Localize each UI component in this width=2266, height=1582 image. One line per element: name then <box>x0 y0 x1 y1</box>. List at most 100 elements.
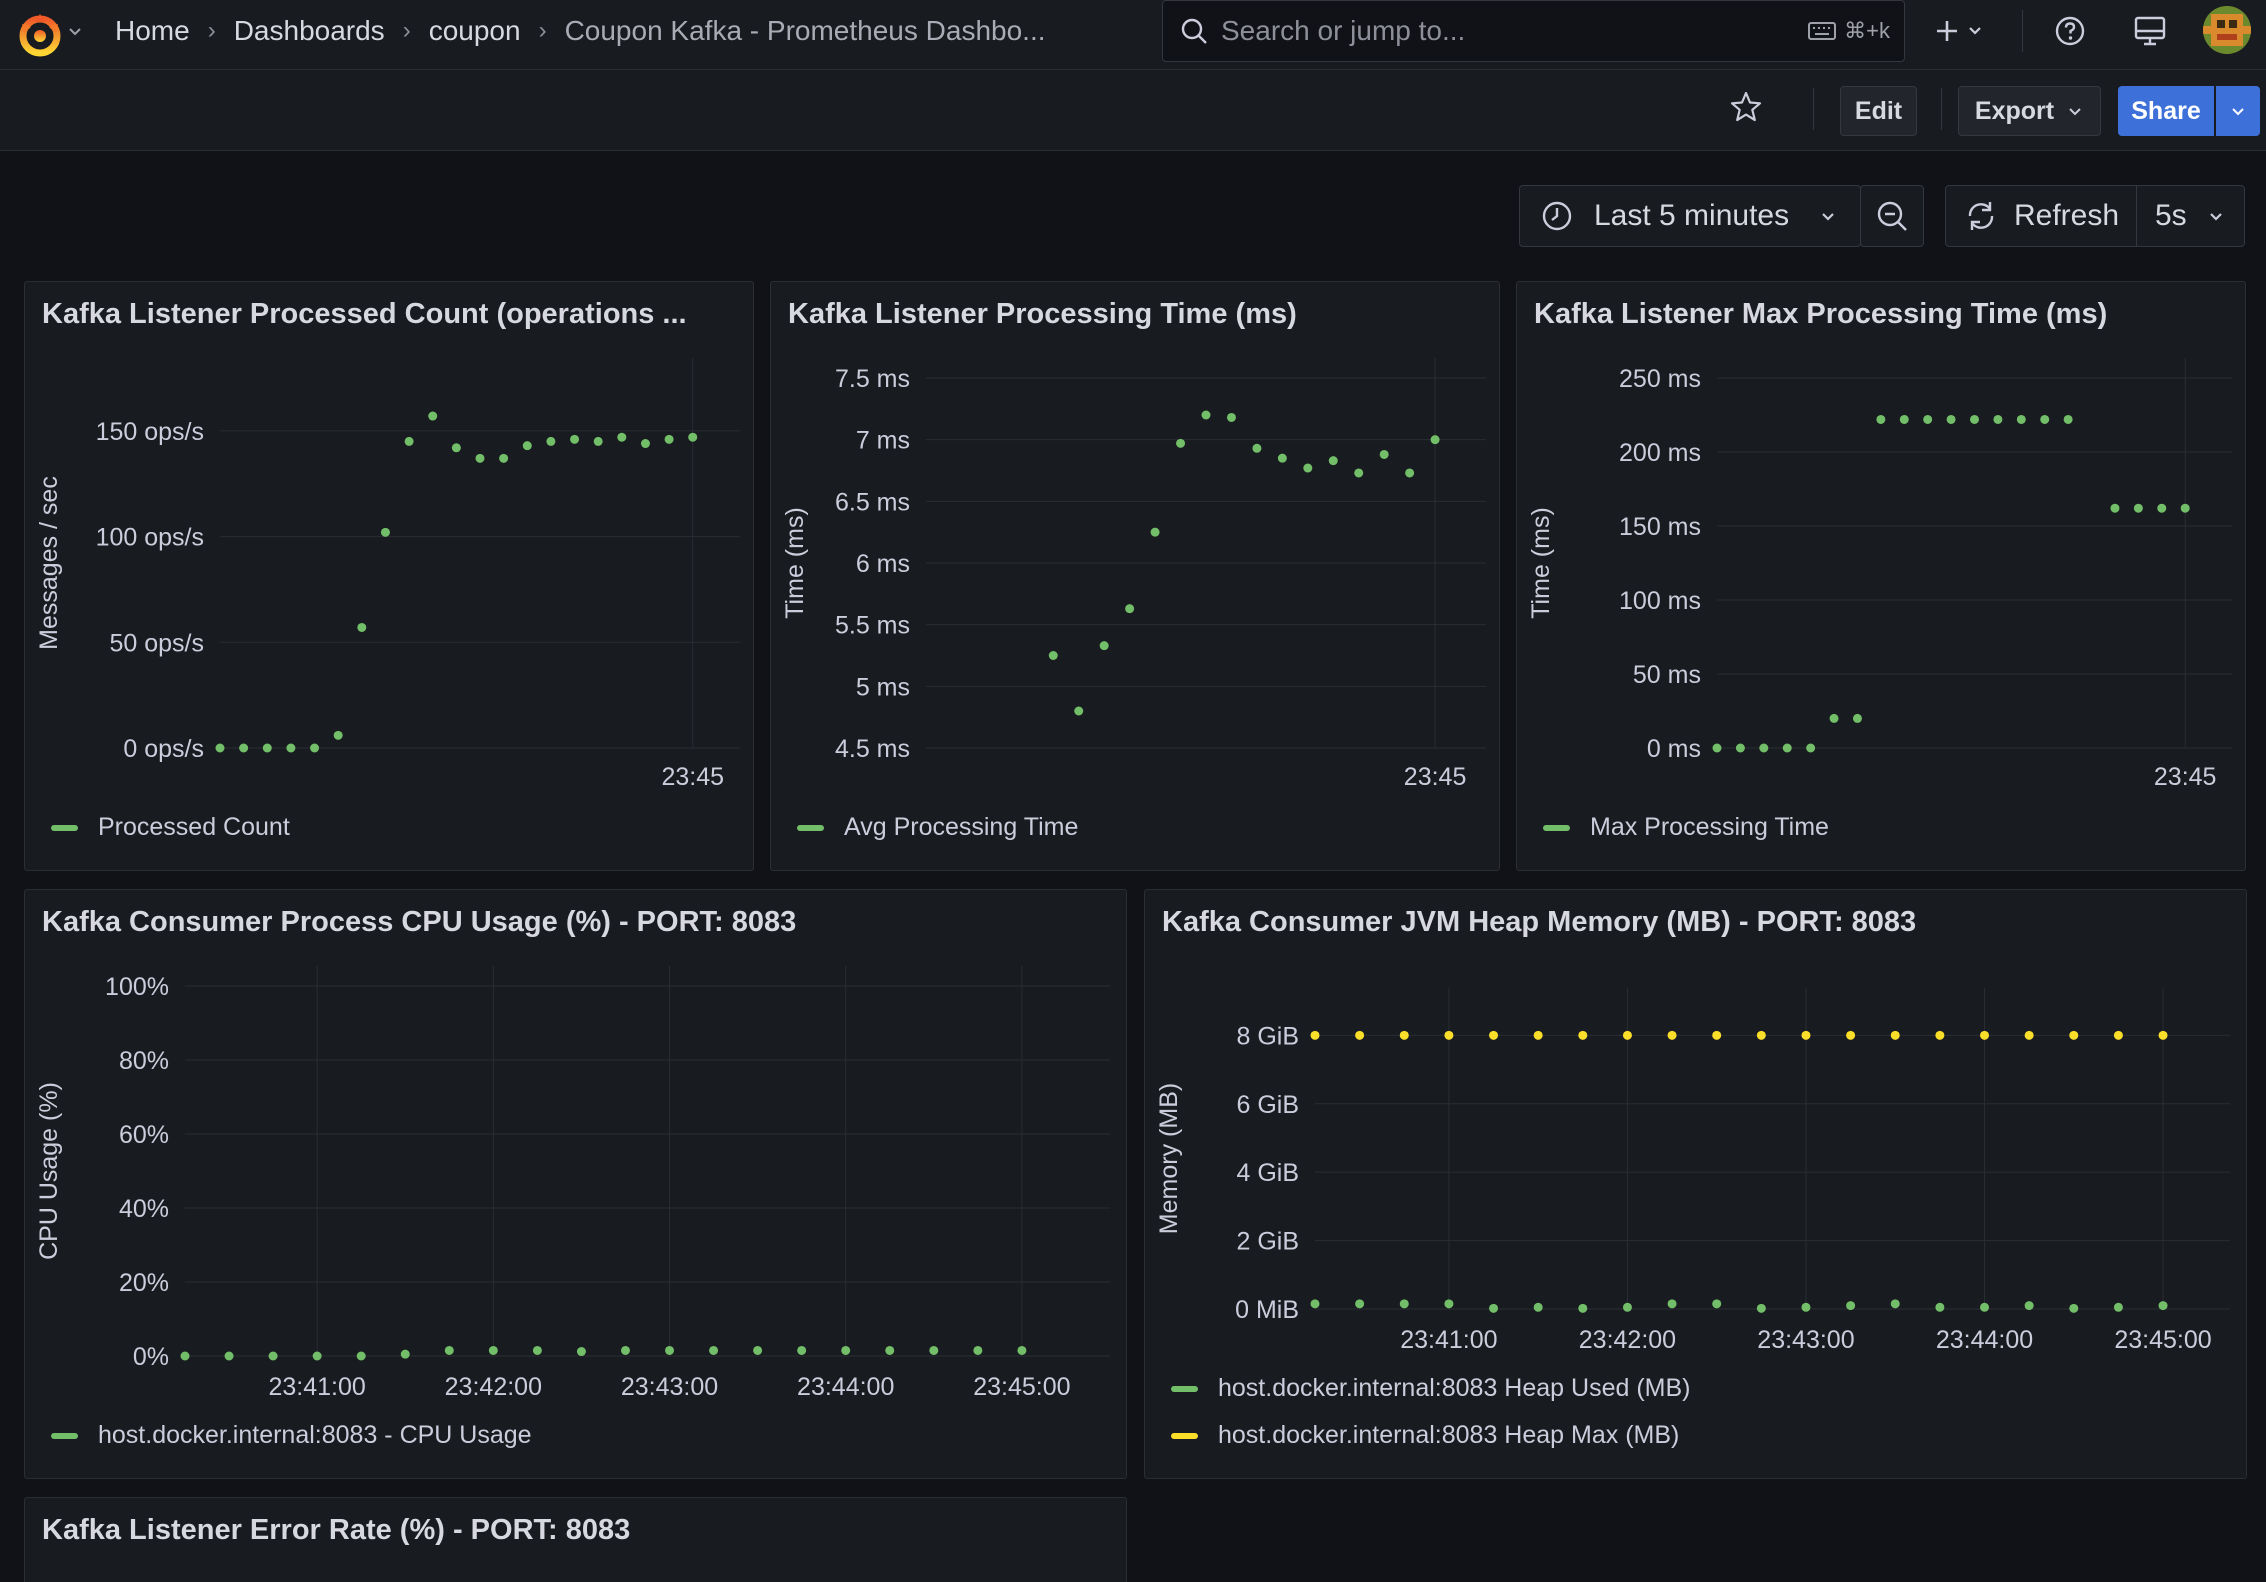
data-point <box>2069 1303 2079 1313</box>
legend-swatch <box>51 824 78 831</box>
data-point <box>1444 1299 1454 1309</box>
y-tick-label: 100 ops/s <box>96 524 204 552</box>
panel-title[interactable]: Kafka Listener Max Processing Time (ms) <box>1534 298 2108 330</box>
export-button[interactable]: Export <box>1958 86 2101 136</box>
data-point <box>2157 503 2167 513</box>
y-tick-label: 0 ms <box>1647 735 1701 763</box>
panel-title[interactable]: Kafka Listener Error Rate (%) - PORT: 80… <box>42 1514 631 1546</box>
data-point <box>688 432 698 442</box>
clock-icon <box>1542 201 1572 231</box>
data-point <box>1667 1030 1677 1040</box>
y-tick-label: 0 ops/s <box>123 735 204 763</box>
data-point <box>1846 1301 1856 1311</box>
share-options-button[interactable] <box>2216 86 2260 136</box>
legend-item[interactable]: host.docker.internal:8083 Heap Used (MB) <box>1171 1374 1690 1403</box>
data-point <box>1310 1030 1320 1040</box>
data-point <box>1150 527 1160 537</box>
x-tick-label: 23:45:00 <box>973 1373 1070 1401</box>
y-tick-label: 8 GiB <box>1236 1022 1299 1050</box>
refresh-button[interactable]: Refresh <box>1945 185 2137 247</box>
y-axis-label: Time (ms) <box>781 507 809 619</box>
panel-title[interactable]: Kafka Listener Processed Count (operatio… <box>42 298 687 330</box>
data-point <box>532 1345 542 1355</box>
data-point <box>665 1345 675 1355</box>
x-tick-label: 23:43:00 <box>621 1373 718 1401</box>
time-range-picker[interactable]: Last 5 minutes <box>1519 185 1861 247</box>
help-button[interactable] <box>2052 12 2088 50</box>
data-point <box>356 1351 366 1361</box>
legend-swatch <box>1171 1432 1198 1439</box>
data-point <box>1622 1302 1632 1312</box>
breadcrumb-current-dashboard: Coupon Kafka - Prometheus Dashbo... <box>564 15 1046 46</box>
data-point <box>1980 1302 1990 1312</box>
data-point <box>1846 1030 1856 1040</box>
data-point <box>1533 1302 1543 1312</box>
breadcrumb-dashboards[interactable]: Dashboards <box>233 15 385 46</box>
y-tick-label: 150 ops/s <box>96 418 204 446</box>
data-point <box>1355 1030 1365 1040</box>
legend-item[interactable]: host.docker.internal:8083 - CPU Usage <box>51 1421 532 1450</box>
data-point <box>1712 743 1722 753</box>
legend-item[interactable]: Processed Count <box>51 813 290 842</box>
refresh-interval-picker[interactable]: 5s <box>2136 185 2245 247</box>
zoom-out-button[interactable] <box>1860 185 1924 247</box>
data-point <box>1533 1030 1543 1040</box>
y-axis-label: CPU Usage (%) <box>35 1082 63 1260</box>
data-point <box>2113 1030 2123 1040</box>
panel-title[interactable]: Kafka Listener Processing Time (ms) <box>788 298 1297 330</box>
data-point <box>1806 743 1816 753</box>
legend-label: Avg Processing Time <box>844 813 1079 841</box>
data-point <box>1355 1299 1365 1309</box>
edit-button[interactable]: Edit <box>1840 86 1917 136</box>
kiosk-mode-button[interactable] <box>2132 12 2168 50</box>
x-tick-label: 23:45 <box>661 763 724 791</box>
add-new-button[interactable] <box>1930 12 1990 50</box>
legend-item[interactable]: Max Processing Time <box>1543 813 1829 842</box>
y-tick-label: 6 ms <box>856 550 910 578</box>
data-point <box>2158 1030 2168 1040</box>
legend-item[interactable]: Avg Processing Time <box>797 813 1078 842</box>
data-point <box>357 622 367 632</box>
kiosk-icon <box>2134 16 2166 46</box>
data-point <box>239 743 249 753</box>
data-point <box>1125 604 1135 614</box>
panel-error-rate[interactable]: Kafka Listener Error Rate (%) - PORT: 80… <box>24 1497 1127 1582</box>
panel-title[interactable]: Kafka Consumer Process CPU Usage (%) - P… <box>42 906 797 938</box>
chevron-down-icon <box>2210 213 2222 221</box>
legend-item[interactable]: host.docker.internal:8083 Heap Max (MB) <box>1171 1421 1679 1450</box>
y-tick-label: 5 ms <box>856 673 910 701</box>
data-point <box>1430 435 1440 445</box>
x-tick-label: 23:45:00 <box>2114 1326 2211 1354</box>
avatar[interactable] <box>2203 6 2251 54</box>
y-axis-label: Time (ms) <box>1527 507 1555 619</box>
divider <box>2022 10 2023 52</box>
y-tick-label: 4 GiB <box>1236 1159 1299 1187</box>
data-point <box>593 436 603 446</box>
divider <box>1813 88 1814 130</box>
panel-cpu-usage[interactable]: Kafka Consumer Process CPU Usage (%) - P… <box>24 889 1127 1479</box>
legend-swatch <box>1543 824 1570 831</box>
data-point <box>268 1351 278 1361</box>
data-point <box>1756 1030 1766 1040</box>
data-point <box>885 1345 895 1355</box>
y-tick-label: 7 ms <box>856 427 910 455</box>
panel-heap-memory[interactable]: Kafka Consumer JVM Heap Memory (MB) - PO… <box>1144 889 2247 1479</box>
data-point <box>973 1345 983 1355</box>
data-point <box>262 743 272 753</box>
chevron-down-icon[interactable] <box>66 22 84 40</box>
panel-max-processing-time[interactable]: Kafka Listener Max Processing Time (ms) … <box>1516 281 2246 871</box>
panel-title[interactable]: Kafka Consumer JVM Heap Memory (MB) - PO… <box>1162 906 1917 938</box>
panel-processed-count[interactable]: Kafka Listener Processed Count (operatio… <box>24 281 754 871</box>
data-point <box>1622 1030 1632 1040</box>
legend-label: Processed Count <box>98 813 290 841</box>
grafana-logo-icon[interactable] <box>14 8 66 60</box>
data-point <box>841 1345 851 1355</box>
panel-processing-time[interactable]: Kafka Listener Processing Time (ms) 4.5 … <box>770 281 1500 871</box>
data-point <box>1074 706 1084 716</box>
breadcrumb-home[interactable]: Home <box>115 15 190 46</box>
time-range-label: Last 5 minutes <box>1594 199 1790 232</box>
breadcrumb-folder[interactable]: coupon <box>428 15 521 46</box>
favorite-button[interactable] <box>1728 88 1764 126</box>
search-input[interactable]: Search or jump to... ⌘+k <box>1162 0 1905 62</box>
share-button[interactable]: Share <box>2118 86 2214 136</box>
